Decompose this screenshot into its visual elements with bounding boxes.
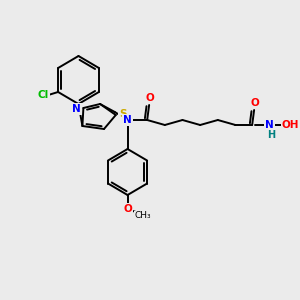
Text: N: N	[266, 120, 274, 130]
Text: O: O	[123, 204, 132, 214]
Text: N: N	[72, 104, 81, 114]
Text: S: S	[119, 109, 126, 119]
Text: Cl: Cl	[38, 90, 49, 100]
Text: O: O	[146, 93, 154, 103]
Text: O: O	[251, 98, 260, 108]
Text: CH₃: CH₃	[135, 212, 152, 220]
Text: H: H	[267, 130, 275, 140]
Text: N: N	[123, 115, 132, 125]
Text: OH: OH	[282, 120, 299, 130]
